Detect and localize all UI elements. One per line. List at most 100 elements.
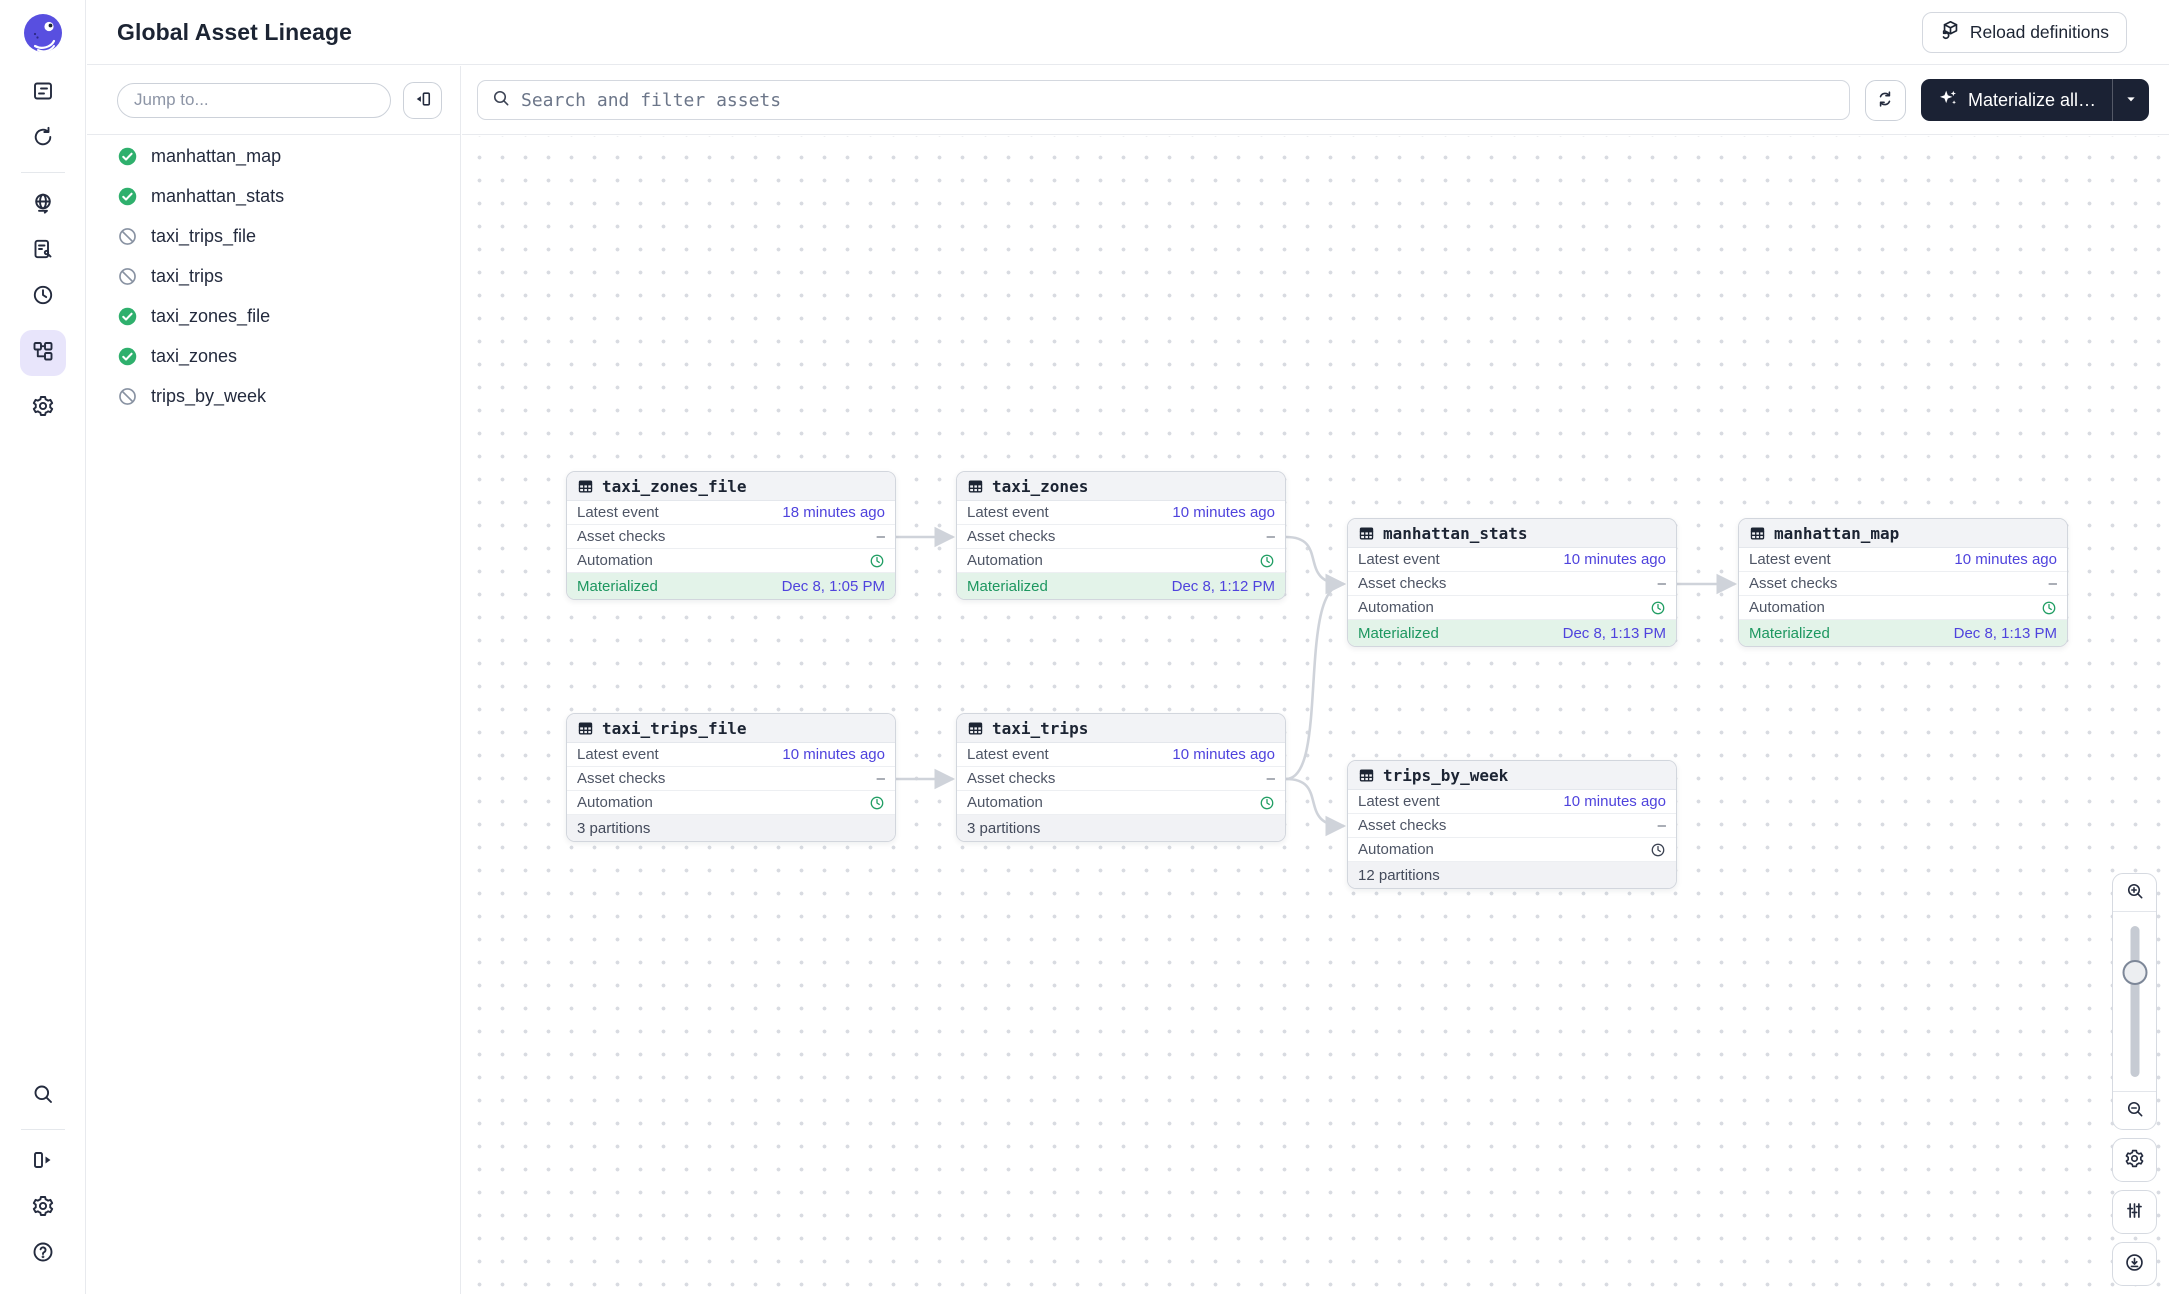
- asset-node-taxi_zones[interactable]: taxi_zones Latest event 10 minutes ago Asse…: [956, 471, 1286, 600]
- asset-list: manhattan_map manhattan_stats taxi_trips_f…: [87, 135, 460, 416]
- asset-node-header[interactable]: taxi_zones: [957, 472, 1285, 501]
- gear-icon: [2124, 1148, 2145, 1172]
- latest-event-link[interactable]: 10 minutes ago: [1563, 551, 1666, 568]
- asset-node-row: Asset checks –: [1739, 572, 2067, 596]
- asset-node-header[interactable]: taxi_trips_file: [567, 714, 895, 743]
- collapse-panel-button[interactable]: [403, 81, 442, 119]
- reload-definitions-button[interactable]: Reload definitions: [1921, 11, 2127, 53]
- automation-clock-icon[interactable]: [869, 553, 885, 569]
- download-graph-button[interactable]: [2112, 1242, 2157, 1286]
- zoom-in-icon: [2125, 881, 2145, 904]
- row-label: Asset checks: [1358, 575, 1447, 592]
- download-icon: [2124, 1252, 2145, 1276]
- graph-filters-button[interactable]: [2112, 1190, 2157, 1234]
- lineage-graph-canvas[interactable]: taxi_zones_file Latest event 18 minutes ag…: [462, 136, 2169, 1294]
- refresh-graph-button[interactable]: [1864, 79, 1906, 121]
- dagster-logo[interactable]: [21, 12, 65, 56]
- nav-settings[interactable]: [20, 395, 66, 422]
- latest-event-link[interactable]: 10 minutes ago: [782, 746, 885, 763]
- automation-clock-icon[interactable]: [869, 795, 885, 811]
- asset-list-item[interactable]: taxi_zones: [87, 336, 460, 376]
- asset-node-taxi_trips_file[interactable]: taxi_trips_file Latest event 10 minutes ag…: [566, 713, 896, 842]
- materialized-timestamp[interactable]: Dec 8, 1:12 PM: [1171, 577, 1275, 595]
- table-icon: [967, 478, 984, 495]
- asset-node-row: Asset checks –: [957, 525, 1285, 549]
- lineage-edge-taxi_trips-to-manhattan_stats: [1285, 573, 1347, 781]
- materialized-check-icon: [117, 306, 138, 327]
- asset-list-item[interactable]: trips_by_week: [87, 376, 460, 416]
- nav-asset-lineage[interactable]: [19, 330, 66, 376]
- zoom-out-button[interactable]: [2113, 1091, 2156, 1129]
- asset-node-taxi_trips[interactable]: taxi_trips Latest event 10 minutes ago Asse…: [956, 713, 1286, 842]
- asset-node-name: taxi_trips: [992, 718, 1089, 738]
- zoom-slider[interactable]: [2113, 912, 2156, 1091]
- nav-schedules[interactable]: [20, 284, 66, 311]
- asset-node-header[interactable]: trips_by_week: [1348, 761, 1676, 790]
- nav-help[interactable]: [20, 1241, 66, 1268]
- automation-clock-icon[interactable]: [2041, 600, 2057, 616]
- row-label: Latest event: [1358, 793, 1440, 810]
- asset-list-item[interactable]: manhattan_stats: [87, 176, 460, 216]
- nav-runs[interactable]: [20, 126, 66, 153]
- asset-node-header[interactable]: taxi_zones_file: [567, 472, 895, 501]
- materialized-timestamp[interactable]: Dec 8, 1:13 PM: [1953, 624, 2057, 642]
- automation-clock-icon[interactable]: [1650, 842, 1666, 858]
- nav-expand-panel[interactable]: [20, 1149, 66, 1176]
- asset-search-input[interactable]: [521, 89, 1836, 111]
- overview-icon: [31, 79, 55, 108]
- materialized-timestamp[interactable]: Dec 8, 1:13 PM: [1562, 624, 1666, 642]
- graph-settings-button[interactable]: [2112, 1138, 2157, 1182]
- nav-search[interactable]: [20, 1083, 66, 1110]
- materialize-all-caret-button[interactable]: [2112, 79, 2149, 121]
- materialize-all-button[interactable]: Materialize all…: [1921, 79, 2112, 121]
- asset-checks-value: –: [1657, 575, 1666, 592]
- jobs-icon: [31, 237, 55, 266]
- materialized-label: Materialized: [967, 577, 1048, 595]
- latest-event-link[interactable]: 10 minutes ago: [1954, 551, 2057, 568]
- asset-node-row: Latest event 10 minutes ago: [567, 743, 895, 767]
- row-label: Latest event: [1358, 551, 1440, 568]
- zoom-in-button[interactable]: [2113, 874, 2156, 912]
- row-label: Asset checks: [967, 528, 1056, 545]
- asset-node-header[interactable]: manhattan_map: [1739, 519, 2067, 548]
- asset-list-item[interactable]: taxi_trips_file: [87, 216, 460, 256]
- latest-event-link[interactable]: 10 minutes ago: [1563, 793, 1666, 810]
- asset-node-header[interactable]: taxi_trips: [957, 714, 1285, 743]
- asset-node-footer-partitions: 3 partitions: [957, 815, 1285, 841]
- nav-automation[interactable]: [20, 192, 66, 219]
- jump-to-input[interactable]: [117, 82, 391, 118]
- automation-clock-icon[interactable]: [1259, 795, 1275, 811]
- chevron-down-icon: [2123, 91, 2139, 110]
- latest-event-link[interactable]: 18 minutes ago: [782, 504, 885, 521]
- never-materialized-icon: [117, 226, 138, 247]
- asset-node-manhattan_stats[interactable]: manhattan_stats Latest event 10 minutes ag…: [1347, 518, 1677, 647]
- asset-checks-value: –: [2048, 575, 2057, 592]
- row-label: Automation: [967, 794, 1043, 811]
- asset-node-taxi_zones_file[interactable]: taxi_zones_file Latest event 18 minutes ag…: [566, 471, 896, 600]
- materialized-timestamp[interactable]: Dec 8, 1:05 PM: [781, 577, 885, 595]
- latest-event-link[interactable]: 10 minutes ago: [1172, 504, 1275, 521]
- asset-list-item[interactable]: taxi_trips: [87, 256, 460, 296]
- asset-node-row: Latest event 10 minutes ago: [1348, 790, 1676, 814]
- asset-list-item[interactable]: manhattan_map: [87, 136, 460, 176]
- sliders-icon: [2124, 1200, 2145, 1224]
- nav-preferences[interactable]: [20, 1195, 66, 1222]
- asset-node-header[interactable]: manhattan_stats: [1348, 519, 1676, 548]
- nav-overview[interactable]: [20, 80, 66, 107]
- partitions-label: 3 partitions: [577, 819, 651, 837]
- asset-search-box[interactable]: [477, 80, 1850, 120]
- automation-clock-icon[interactable]: [1259, 553, 1275, 569]
- asset-node-manhattan_map[interactable]: manhattan_map Latest event 10 minutes ago A…: [1738, 518, 2068, 647]
- nav-jobs[interactable]: [20, 238, 66, 265]
- table-icon: [1749, 525, 1766, 542]
- partitions-label: 3 partitions: [967, 819, 1041, 837]
- asset-list-item[interactable]: taxi_zones_file: [87, 296, 460, 336]
- asset-node-name: manhattan_stats: [1383, 523, 1528, 543]
- asset-name: taxi_trips: [151, 265, 224, 286]
- latest-event-link[interactable]: 10 minutes ago: [1172, 746, 1275, 763]
- automation-clock-icon[interactable]: [1650, 600, 1666, 616]
- asset-node-trips_by_week[interactable]: trips_by_week Latest event 10 minutes ago A…: [1347, 760, 1677, 889]
- asset-node-row: Automation: [1348, 596, 1676, 620]
- zoom-slider-thumb[interactable]: [2122, 960, 2147, 985]
- lineage-edge-taxi_zones-to-manhattan_stats: [1285, 535, 1347, 595]
